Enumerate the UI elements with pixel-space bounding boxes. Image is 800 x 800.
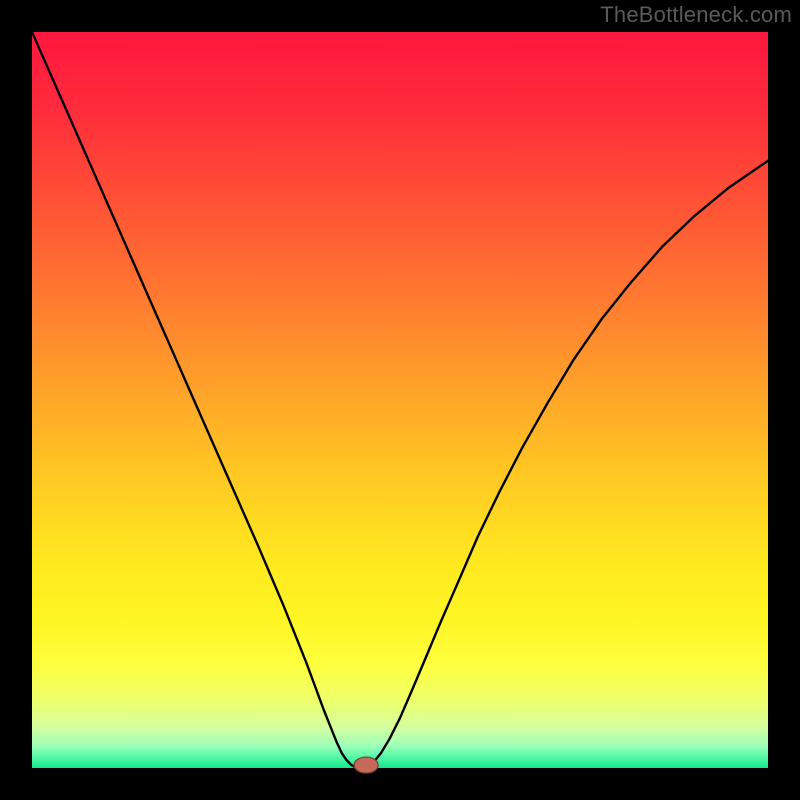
watermark-text: TheBottleneck.com: [600, 2, 792, 28]
plot-background-gradient: [32, 32, 768, 768]
bottleneck-chart: [0, 0, 800, 800]
optimum-marker: [354, 757, 378, 773]
chart-container: TheBottleneck.com: [0, 0, 800, 800]
